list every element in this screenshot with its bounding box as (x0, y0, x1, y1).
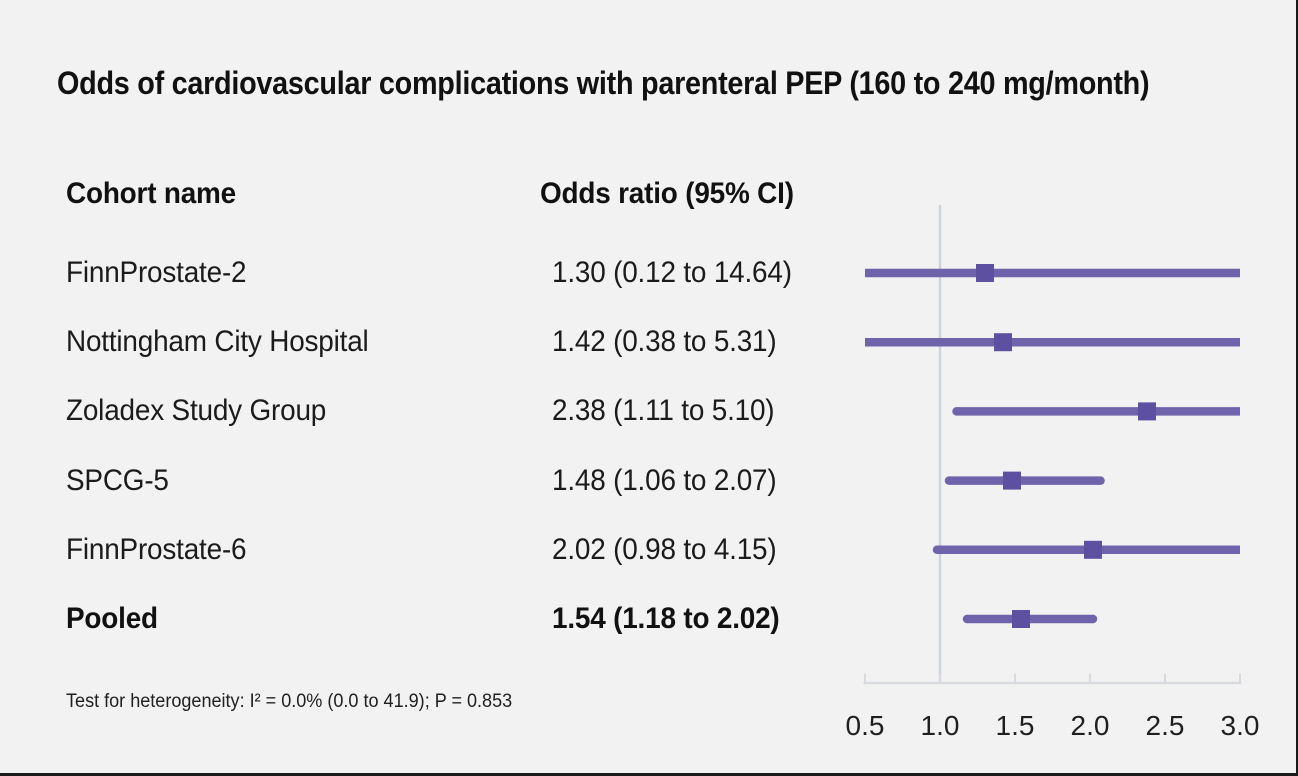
ci-endcap (932, 545, 942, 555)
axis-tick-label: 1.5 (996, 710, 1035, 741)
ci-endcap (1096, 476, 1105, 485)
axis-tick-label: 2.0 (1071, 710, 1110, 741)
or-marker (994, 333, 1012, 352)
column-header-cohort-name: Cohort name (66, 177, 237, 210)
odds-ratio-value: 1.48 (1.06 to 2.07) (552, 463, 777, 497)
ci-endcap (1088, 614, 1098, 624)
cohort-label: Pooled (66, 602, 158, 635)
or-marker (1084, 540, 1102, 559)
or-marker (976, 264, 994, 282)
heterogeneity-note: Test for heterogeneity: I² = 0.0% (0.0 t… (66, 691, 513, 712)
column-header-odds-ratio: Odds ratio (95% CI) (540, 177, 794, 210)
chart-title: Odds of cardiovascular complications wit… (57, 65, 1150, 101)
cohort-label: FinnProstate-6 (66, 532, 247, 566)
cohort-label: Nottingham City Hospital (66, 325, 369, 359)
odds-ratio-value: 2.38 (1.11 to 5.10) (552, 394, 775, 428)
cohort-label: SPCG-5 (66, 463, 169, 497)
or-marker (1138, 402, 1156, 421)
odds-ratio-value: 1.42 (0.38 to 5.31) (552, 325, 777, 359)
pooled-marker (1012, 610, 1030, 628)
cohort-label: Zoladex Study Group (66, 394, 327, 428)
axis-tick-label: 3.0 (1221, 710, 1260, 741)
odds-ratio-value: 2.02 (0.98 to 4.15) (552, 532, 777, 566)
axis-tick-label: 1.0 (921, 710, 960, 741)
or-marker (1003, 471, 1021, 490)
odds-ratio-value: 1.54 (1.18 to 2.02) (552, 602, 780, 635)
ci-endcap (952, 407, 961, 416)
ci-endcap (962, 614, 972, 624)
axis-tick-label: 2.5 (1146, 710, 1185, 741)
cohort-label: FinnProstate-2 (66, 256, 247, 289)
ci-endcap (944, 476, 954, 485)
axis-tick-label: 0.5 (846, 710, 885, 741)
odds-ratio-value: 1.30 (0.12 to 14.64) (552, 256, 792, 289)
